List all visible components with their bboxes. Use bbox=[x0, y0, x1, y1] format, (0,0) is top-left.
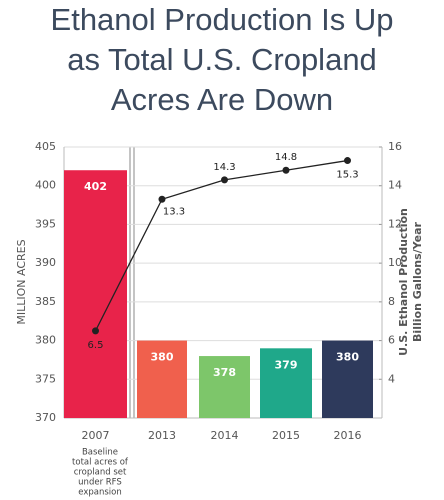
y-tick-label: 395 bbox=[35, 217, 56, 230]
y-axis-label: MILLION ACRES bbox=[15, 239, 28, 324]
y-tick-label: 400 bbox=[35, 179, 56, 192]
bar bbox=[199, 356, 250, 418]
chart-title-line: as Total U.S. Cropland bbox=[67, 42, 377, 77]
bar bbox=[322, 340, 373, 418]
y-tick-label: 375 bbox=[35, 372, 56, 385]
bar bbox=[64, 170, 127, 418]
note-line: Baseline bbox=[82, 448, 118, 458]
y2-tick-label: 10 bbox=[388, 256, 402, 269]
y2-axis-label: Billion Gallons/Year bbox=[411, 221, 424, 341]
bar-value-label: 379 bbox=[275, 358, 298, 371]
y2-tick-label: 14 bbox=[388, 179, 402, 192]
chart-title-line: Acres Are Down bbox=[111, 82, 333, 117]
note-line: expansion bbox=[78, 488, 121, 498]
y-tick-label: 405 bbox=[35, 140, 56, 153]
line-value-label: 6.5 bbox=[88, 340, 104, 351]
y-tick-label: 380 bbox=[35, 334, 56, 347]
line-point bbox=[344, 157, 351, 165]
y-tick-label: 370 bbox=[35, 411, 56, 424]
note-line: total acres of bbox=[72, 458, 129, 468]
line-value-label: 14.3 bbox=[213, 162, 235, 173]
y-tick-label: 385 bbox=[35, 295, 56, 308]
x-tick-label: 2015 bbox=[272, 429, 300, 442]
x-tick-label: 2016 bbox=[334, 429, 362, 442]
x-tick-label: 2014 bbox=[211, 429, 239, 442]
chart-title-line: Ethanol Production Is Up bbox=[51, 2, 394, 37]
line-value-label: 15.3 bbox=[336, 170, 358, 181]
line-point bbox=[92, 327, 99, 335]
note-line: cropland set bbox=[74, 468, 127, 478]
line-point bbox=[221, 176, 228, 184]
note-line: under RFS bbox=[78, 478, 122, 488]
y2-tick-label: 8 bbox=[388, 295, 395, 308]
x-tick-label: 2013 bbox=[148, 429, 176, 442]
line-point bbox=[282, 166, 290, 174]
y2-tick-label: 16 bbox=[388, 140, 402, 153]
bar-value-label: 380 bbox=[336, 351, 359, 364]
line-point bbox=[158, 195, 166, 203]
line-value-label: 14.8 bbox=[275, 152, 297, 163]
y2-tick-label: 4 bbox=[388, 372, 395, 385]
y2-axis-label: U.S. Ethanol Production bbox=[397, 208, 410, 356]
bar bbox=[260, 348, 312, 418]
bar bbox=[137, 340, 187, 418]
line-value-label: 13.3 bbox=[163, 206, 185, 217]
x-tick-label: 2007 bbox=[82, 429, 110, 442]
bar-value-label: 380 bbox=[151, 351, 174, 364]
y2-tick-label: 6 bbox=[388, 334, 395, 347]
y2-tick-label: 12 bbox=[388, 217, 402, 230]
bar-value-label: 402 bbox=[84, 180, 107, 193]
y-tick-label: 390 bbox=[35, 256, 56, 269]
bar-value-label: 378 bbox=[213, 366, 236, 379]
